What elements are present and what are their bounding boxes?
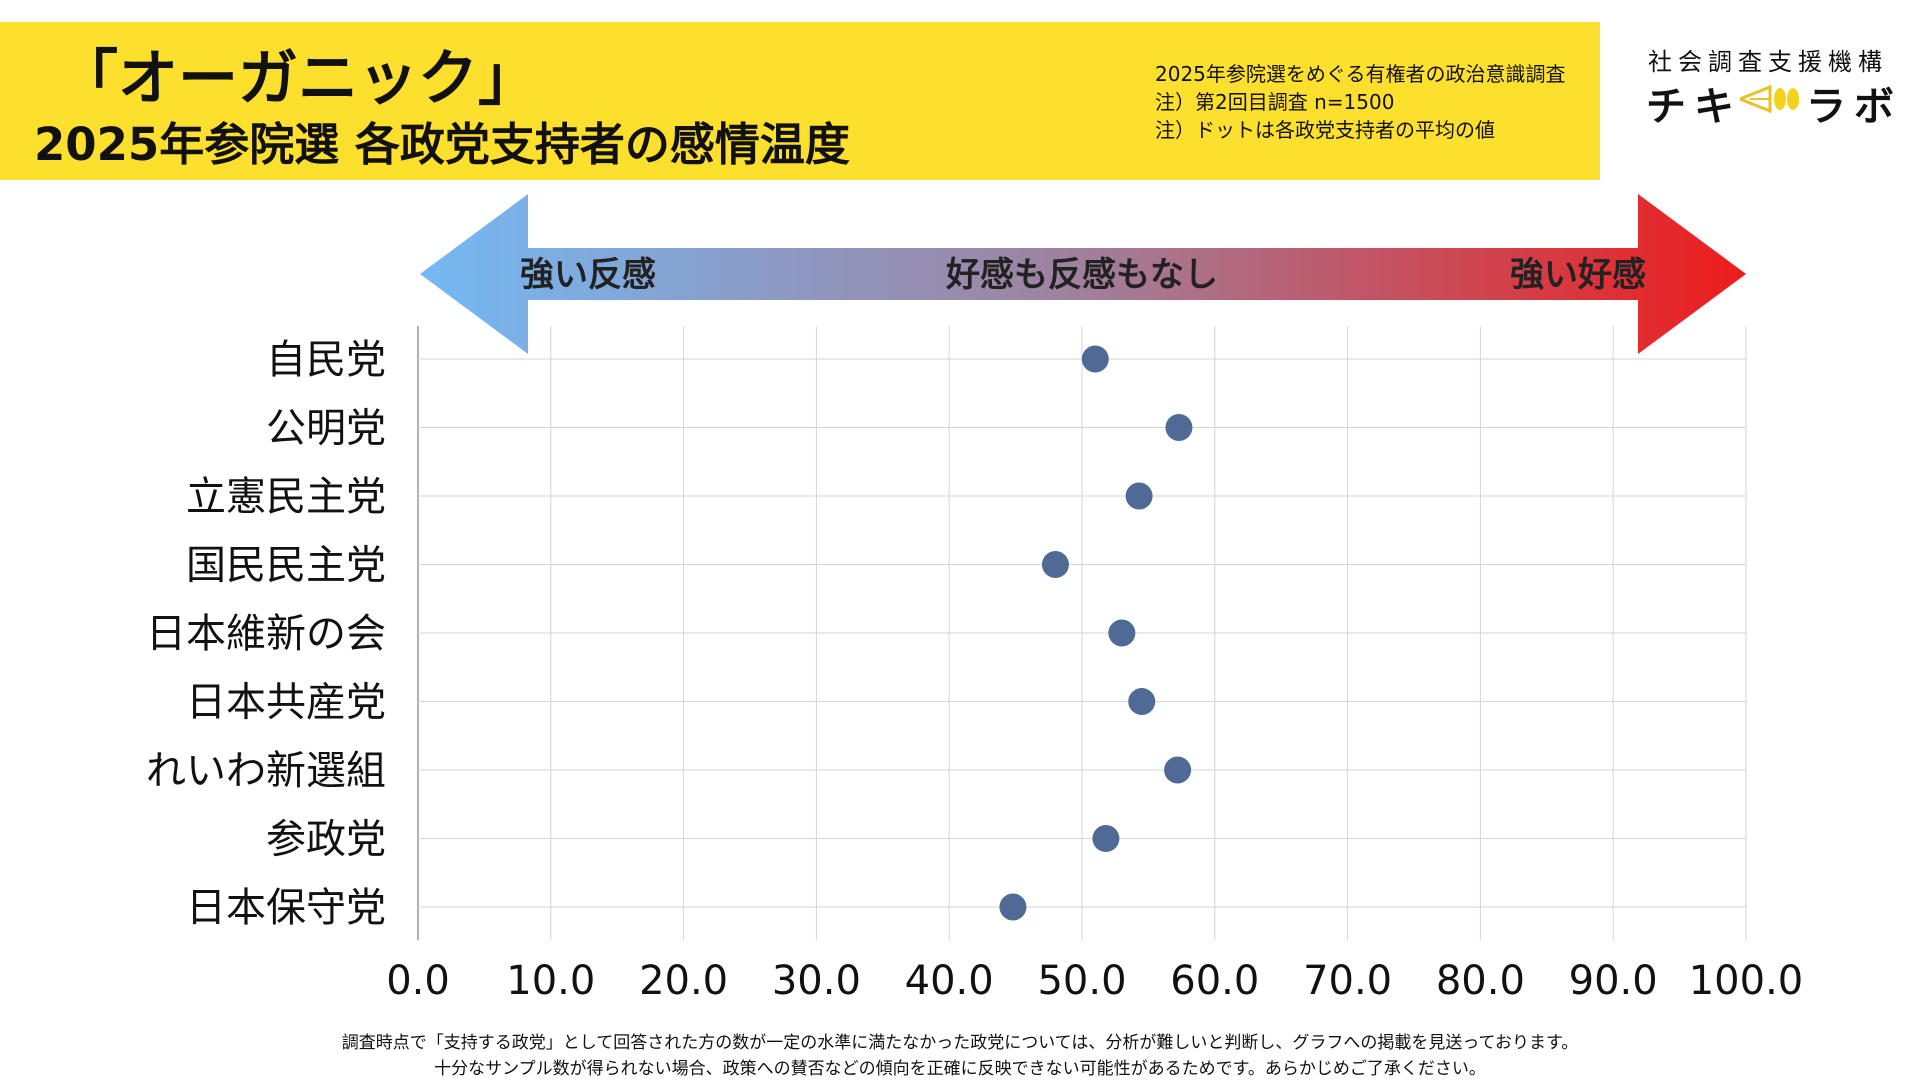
page-title: 「オーガニック」 [58,44,538,114]
sample-note: 注）第2回目調査 n=1500 [1155,90,1395,114]
data-points [999,345,1193,921]
x-tick-label: 70.0 [1303,958,1392,1004]
x-tick-label: 30.0 [772,958,861,1004]
category-label: 日本共産党 [186,680,386,726]
x-tick-label: 90.0 [1569,958,1658,1004]
brand-logo: チキ ラボ [1646,74,1896,130]
category-label: 日本保守党 [186,885,386,931]
x-tick-label: 80.0 [1436,958,1525,1004]
x-tick-labels: 0.0 10.0 20.0 30.0 40.0 50.0 60.0 70.0 80.0 90.0 1… [386,958,1803,1004]
org-name: 社会調査支援機構 [1648,48,1888,76]
dot-chart: 強い反感 好感も反感もなし 強い好感 自民党公明党立憲民主党国民民主党日本維新の… [146,194,1803,1004]
data-point [999,893,1027,921]
grid-lines [417,326,1747,940]
category-label: 国民民主党 [186,543,386,589]
x-tick-label: 10.0 [506,958,595,1004]
data-point [1128,688,1156,715]
x-tick-label: 100.0 [1689,958,1804,1004]
category-label: 公明党 [266,406,386,452]
footnote: 調査時点で「支持する政党」として回答された方の数が一定の水準に満たなかった政党に… [0,1030,1920,1082]
x-tick-label: 20.0 [639,958,728,1004]
x-tick-label: 0.0 [386,958,450,1004]
survey-note: 2025年参院選をめぐる有権者の政治意識調査 [1155,62,1566,86]
data-point [1125,482,1153,510]
logo-text-left: チキ [1646,84,1742,130]
category-label: 自民党 [266,337,386,383]
header-band [0,22,1600,180]
megaphone-icon [1740,84,1799,114]
footnote-line-2: 十分なサンプル数が得られない場合、政策への賛否などの傾向を正確に反映できない可能… [434,1059,1486,1079]
logo-text-right: ラボ [1806,84,1902,130]
x-tick-label: 60.0 [1170,958,1259,1004]
data-point [1164,756,1192,784]
category-label: 立憲民主党 [186,474,386,520]
data-point [1041,551,1069,578]
footnote-line-1: 調査時点で「支持する政党」として回答された方の数が一定の水準に満たなかった政党に… [341,1033,1579,1053]
scale-arrow [420,194,1746,354]
dot-note: 注）ドットは各政党支持者の平均の値 [1155,118,1495,142]
data-point [1108,619,1136,647]
category-labels: 自民党公明党立憲民主党国民民主党日本維新の会日本共産党れいわ新選組参政党日本保守… [146,337,386,931]
x-tick-label: 50.0 [1037,958,1126,1004]
page-subtitle: 2025年参院選 各政党支持者の感情温度 [34,118,850,171]
arrow-label-left: 強い反感 [520,255,656,295]
arrow-label-right: 強い好感 [1510,255,1646,295]
arrow-label-center: 好感も反感もなし [945,255,1218,295]
x-tick-label: 40.0 [905,958,994,1004]
data-point [1081,345,1109,373]
category-label: 日本維新の会 [146,611,386,657]
category-label: れいわ新選組 [146,748,386,794]
data-point [1092,825,1120,852]
category-label: 参政党 [266,817,386,863]
data-point [1165,414,1193,441]
